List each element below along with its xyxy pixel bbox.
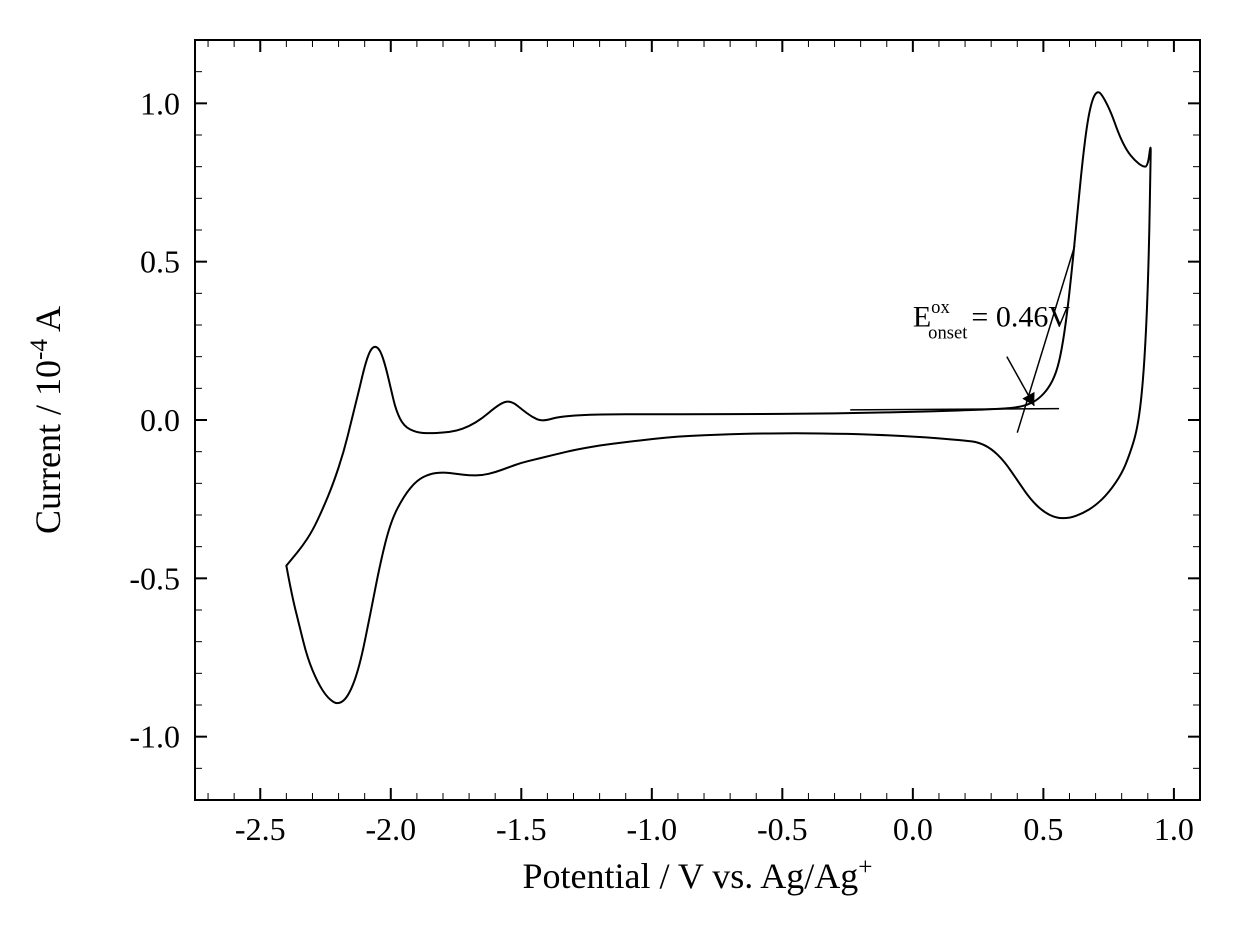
x-tick-label: -1.0	[626, 811, 677, 847]
y-tick-label: -1.0	[129, 719, 180, 755]
x-axis-label: Potential / V vs. Ag/Ag+	[523, 854, 873, 897]
x-tick-label: 0.5	[1023, 811, 1063, 847]
x-tick-label: -0.5	[757, 811, 808, 847]
y-tick-label: 0.0	[140, 402, 180, 438]
y-tick-label: -0.5	[129, 560, 180, 596]
x-tick-label: -1.5	[496, 811, 547, 847]
x-tick-label: -2.0	[365, 811, 416, 847]
cv-chart: -2.5 -2.0 -1.5 -1.0 -0.5 0.0 0.5 1.0 -1.0 -0.5 0.0…	[0, 0, 1240, 935]
x-tick-label: -2.5	[235, 811, 286, 847]
y-tick-label: 0.5	[140, 244, 180, 280]
x-tick-label: 0.0	[893, 811, 933, 847]
x-tick-label: 1.0	[1154, 811, 1194, 847]
y-tick-label: 1.0	[140, 85, 180, 121]
